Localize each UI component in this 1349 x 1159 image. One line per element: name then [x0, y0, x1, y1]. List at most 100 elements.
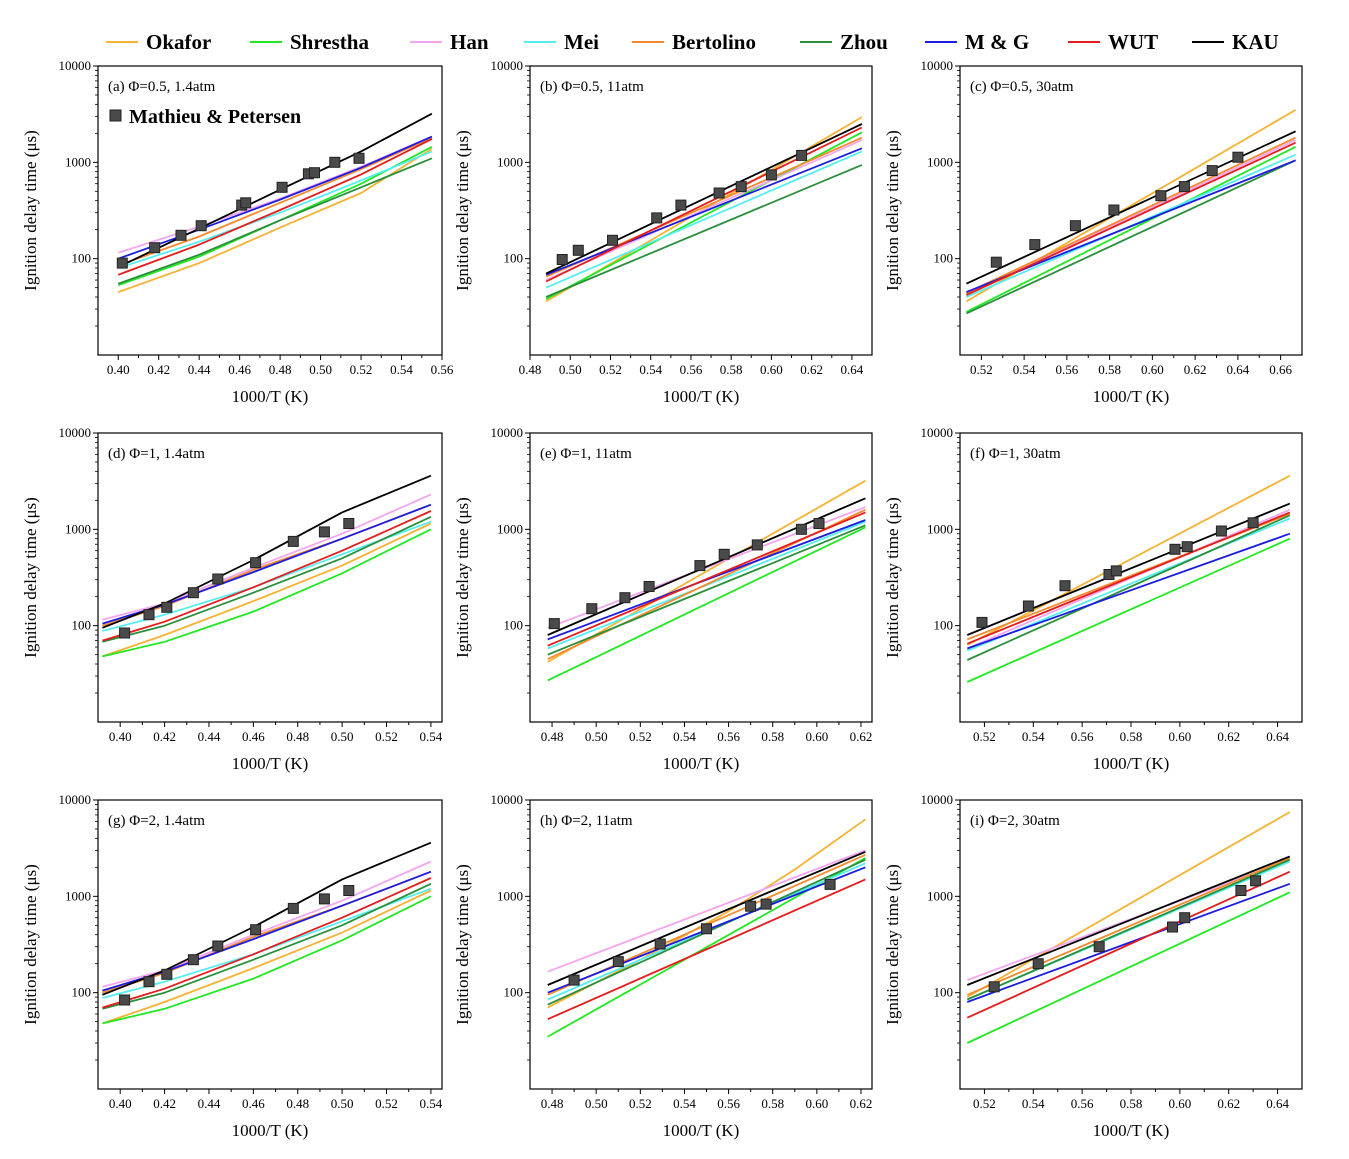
y-tick-label: 100: [504, 618, 524, 633]
data-point: [990, 256, 1002, 268]
y-axis-title: Ignition delay time (μs): [21, 864, 40, 1025]
x-tick-label: 0.60: [1141, 362, 1164, 377]
y-tick-label: 100: [504, 985, 524, 1000]
plot-frame: [959, 65, 1303, 356]
series-line: [966, 136, 1296, 294]
data-point: [1215, 525, 1227, 537]
data-point: [1247, 517, 1259, 529]
x-tick-label: 0.48: [519, 362, 542, 377]
x-tick-label: 0.44: [198, 1096, 221, 1111]
x-tick-label: 0.52: [973, 1096, 996, 1111]
y-axis-title: Ignition delay time (μs): [21, 130, 40, 291]
x-tick-label: 0.44: [198, 729, 221, 744]
y-tick-label: 1000: [927, 521, 953, 536]
series-line: [547, 497, 866, 636]
chart-panel: 0.48 0.50 0.52 0.54 0.56 0.58 0.60 0.62 100 1000 1…: [453, 792, 873, 1140]
data-point: [119, 994, 131, 1006]
data-point: [143, 609, 155, 621]
legend-swatch: [106, 41, 138, 43]
series-line: [547, 526, 866, 682]
data-point: [795, 523, 807, 535]
legend-label: Han: [450, 29, 489, 54]
x-tick-label: 0.54: [673, 729, 696, 744]
series-line: [966, 858, 1291, 1001]
x-tick-label: 0.46: [242, 729, 265, 744]
data-point: [240, 197, 252, 209]
data-point: [212, 573, 224, 585]
legend-label: Mei: [564, 29, 599, 54]
data-point: [1110, 565, 1122, 577]
x-tick-label: 0.54: [420, 729, 443, 744]
data-point: [643, 581, 655, 592]
legend-item: Okafor: [106, 26, 211, 58]
series-line: [102, 877, 432, 1009]
series-line: [545, 147, 863, 276]
data-point: [718, 548, 730, 560]
data-point: [654, 938, 666, 950]
legend-item: KAU: [1192, 26, 1279, 58]
panel-title: (f) Φ=1, 30atm: [970, 446, 1061, 462]
x-tick-label: 0.58: [761, 1096, 784, 1111]
y-axis-title: Ignition delay time (μs): [453, 497, 472, 658]
x-tick-label: 0.60: [1168, 729, 1191, 744]
y-axis-title: Ignition delay time (μs): [21, 497, 40, 658]
y-tick-label: 100: [72, 985, 92, 1000]
data-point: [287, 535, 299, 547]
x-tick-label: 0.62: [850, 1096, 873, 1111]
x-tick-label: 0.50: [559, 362, 582, 377]
x-tick-label: 0.64: [841, 362, 864, 377]
y-tick-label: 100: [934, 618, 954, 633]
chart-panel: 0.52 0.54 0.56 0.58 0.60 0.62 0.64 100 1000 10000…: [883, 792, 1303, 1140]
y-tick-label: 10000: [491, 58, 524, 73]
x-tick-label: 0.48: [269, 362, 292, 377]
data-point: [1108, 204, 1120, 216]
x-tick-label: 0.48: [541, 729, 564, 744]
data-point: [1022, 600, 1034, 612]
y-tick-label: 10000: [921, 792, 954, 807]
y-tick-label: 100: [72, 618, 92, 633]
series-line: [102, 860, 432, 988]
data-point: [1169, 543, 1181, 555]
x-tick-label: 0.48: [541, 1096, 564, 1111]
series-line: [102, 493, 432, 621]
data-point: [1178, 181, 1190, 193]
legend-swatch: [410, 41, 442, 43]
data-point: [735, 181, 747, 193]
legend-item: Han: [410, 26, 489, 58]
series-line: [117, 150, 433, 269]
data-point: [586, 603, 598, 615]
y-axis-title: Ignition delay time (μs): [453, 864, 472, 1025]
y-tick-label: 1000: [497, 154, 523, 169]
data-point: [329, 156, 341, 168]
x-tick-label: 0.50: [309, 362, 332, 377]
x-tick-label: 0.64: [1266, 1096, 1289, 1111]
panel-title: (a) Φ=0.5, 1.4atm: [108, 79, 216, 95]
series-line: [547, 849, 866, 973]
plot-frame: [529, 799, 873, 1090]
x-tick-label: 0.66: [1269, 362, 1292, 377]
legend-item: M & G: [925, 26, 1029, 58]
series-line: [545, 150, 863, 289]
x-tick-label: 0.58: [761, 729, 784, 744]
data-point: [143, 976, 155, 988]
experiment-legend-marker: [109, 109, 122, 122]
data-point: [548, 618, 560, 630]
x-tick-label: 0.58: [720, 362, 743, 377]
series-line: [117, 135, 433, 254]
plot-frame: [97, 65, 443, 356]
y-tick-label: 1000: [65, 888, 91, 903]
series-line: [966, 882, 1291, 1003]
data-point: [187, 587, 199, 599]
x-tick-label: 0.64: [1227, 362, 1250, 377]
x-tick-label: 0.52: [629, 1096, 652, 1111]
data-point: [1167, 921, 1178, 933]
x-tick-label: 0.62: [850, 729, 873, 744]
legend-swatch: [1068, 41, 1100, 43]
series-line: [547, 857, 866, 1038]
x-tick-label: 0.52: [350, 362, 373, 377]
y-tick-label: 10000: [59, 792, 92, 807]
series-line: [966, 870, 1291, 1019]
y-tick-label: 1000: [927, 154, 953, 169]
x-tick-label: 0.54: [390, 362, 413, 377]
data-point: [250, 557, 262, 569]
